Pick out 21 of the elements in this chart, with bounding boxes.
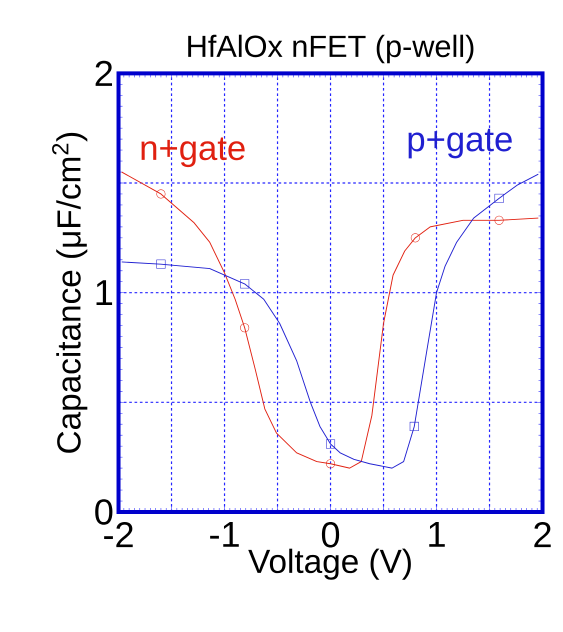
point	[410, 422, 419, 431]
point	[156, 260, 166, 269]
point	[240, 279, 250, 288]
x-axis-title: Voltage (V)	[248, 548, 411, 580]
x-tick-label: -1	[210, 522, 239, 547]
point	[494, 216, 504, 225]
chart-title: HfAlOx nFET (p-well)	[188, 34, 474, 64]
x-tick-label: 0	[322, 522, 340, 548]
y-tick-label: 2	[96, 60, 112, 86]
x-tick-label: 2	[534, 522, 551, 548]
point	[240, 323, 250, 332]
point	[326, 439, 336, 449]
y-tick-label: 1	[96, 280, 112, 306]
series-label: p+gate	[408, 128, 512, 158]
point	[326, 459, 336, 468]
y-axis-title: Capacitance (μF/cm$^{2}$)	[52, 132, 88, 453]
point	[494, 194, 504, 203]
series-label: n+gate	[142, 137, 245, 168]
point	[410, 233, 420, 242]
point	[156, 189, 166, 198]
x-tick-label: 1	[429, 522, 445, 547]
